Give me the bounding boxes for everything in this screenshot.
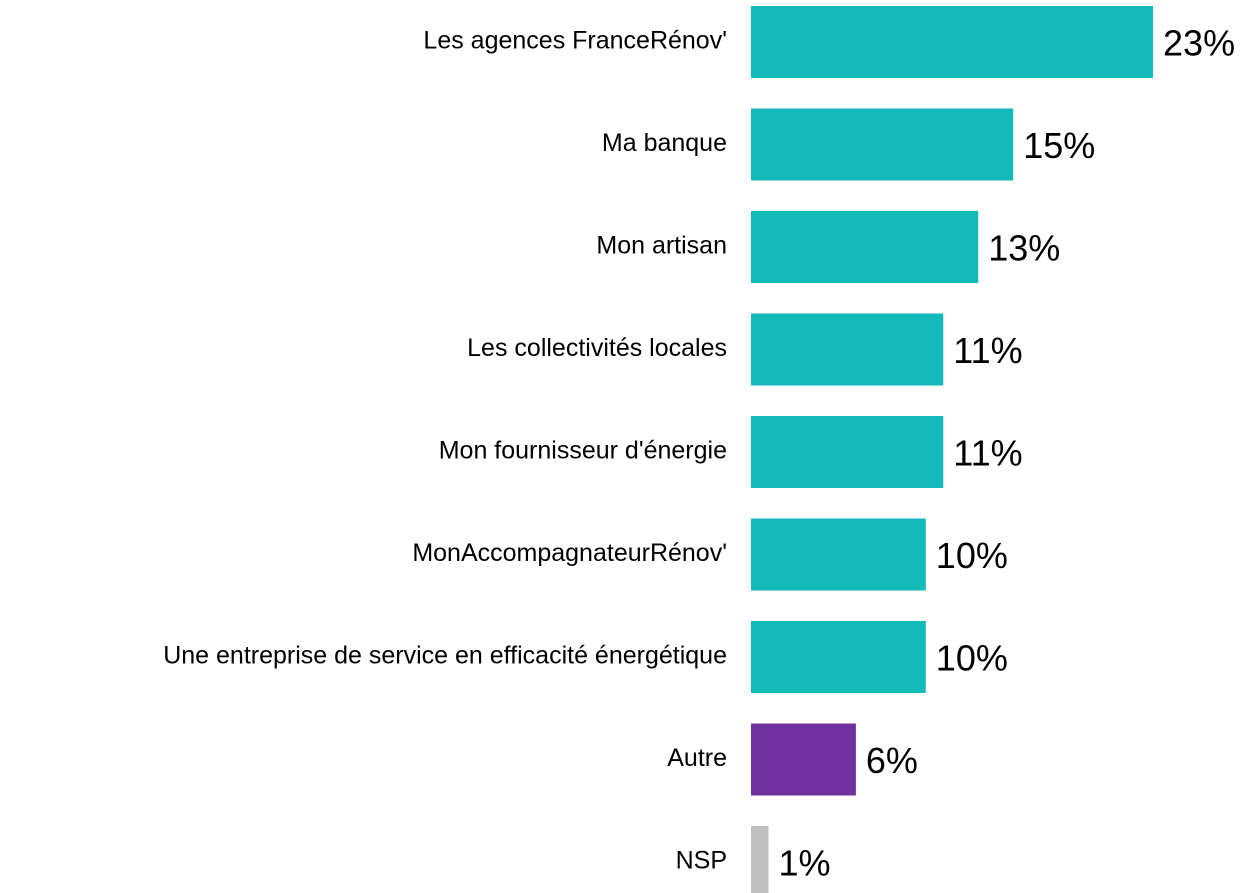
category-label: Les agences FranceRénov' — [423, 27, 727, 55]
category-label: Autre — [667, 744, 727, 772]
bar — [751, 211, 979, 283]
bar — [751, 723, 856, 796]
category-label: MonAccompagnateurRénov' — [412, 539, 727, 567]
value-label: 10% — [936, 535, 1008, 576]
category-label: NSP — [676, 847, 727, 875]
category-label: Mon fournisseur d'énergie — [439, 437, 727, 465]
category-label: Ma banque — [602, 129, 727, 157]
value-label: 11% — [953, 433, 1022, 474]
bar — [751, 518, 926, 591]
value-label: 6% — [866, 740, 918, 781]
value-label: 23% — [1163, 23, 1235, 64]
value-label: 11% — [953, 330, 1022, 371]
category-label: Mon artisan — [596, 232, 727, 260]
bar — [751, 108, 1014, 181]
category-label: Une entreprise de service en efficacité … — [163, 642, 727, 670]
category-label: Les collectivités locales — [467, 334, 727, 362]
bar — [751, 416, 944, 488]
bar — [751, 313, 944, 386]
value-label: 10% — [936, 638, 1008, 679]
bar — [751, 826, 769, 893]
value-label: 1% — [778, 843, 830, 884]
bar — [751, 6, 1154, 78]
value-label: 15% — [1023, 125, 1095, 166]
bar — [751, 621, 926, 693]
value-label: 13% — [988, 228, 1060, 269]
